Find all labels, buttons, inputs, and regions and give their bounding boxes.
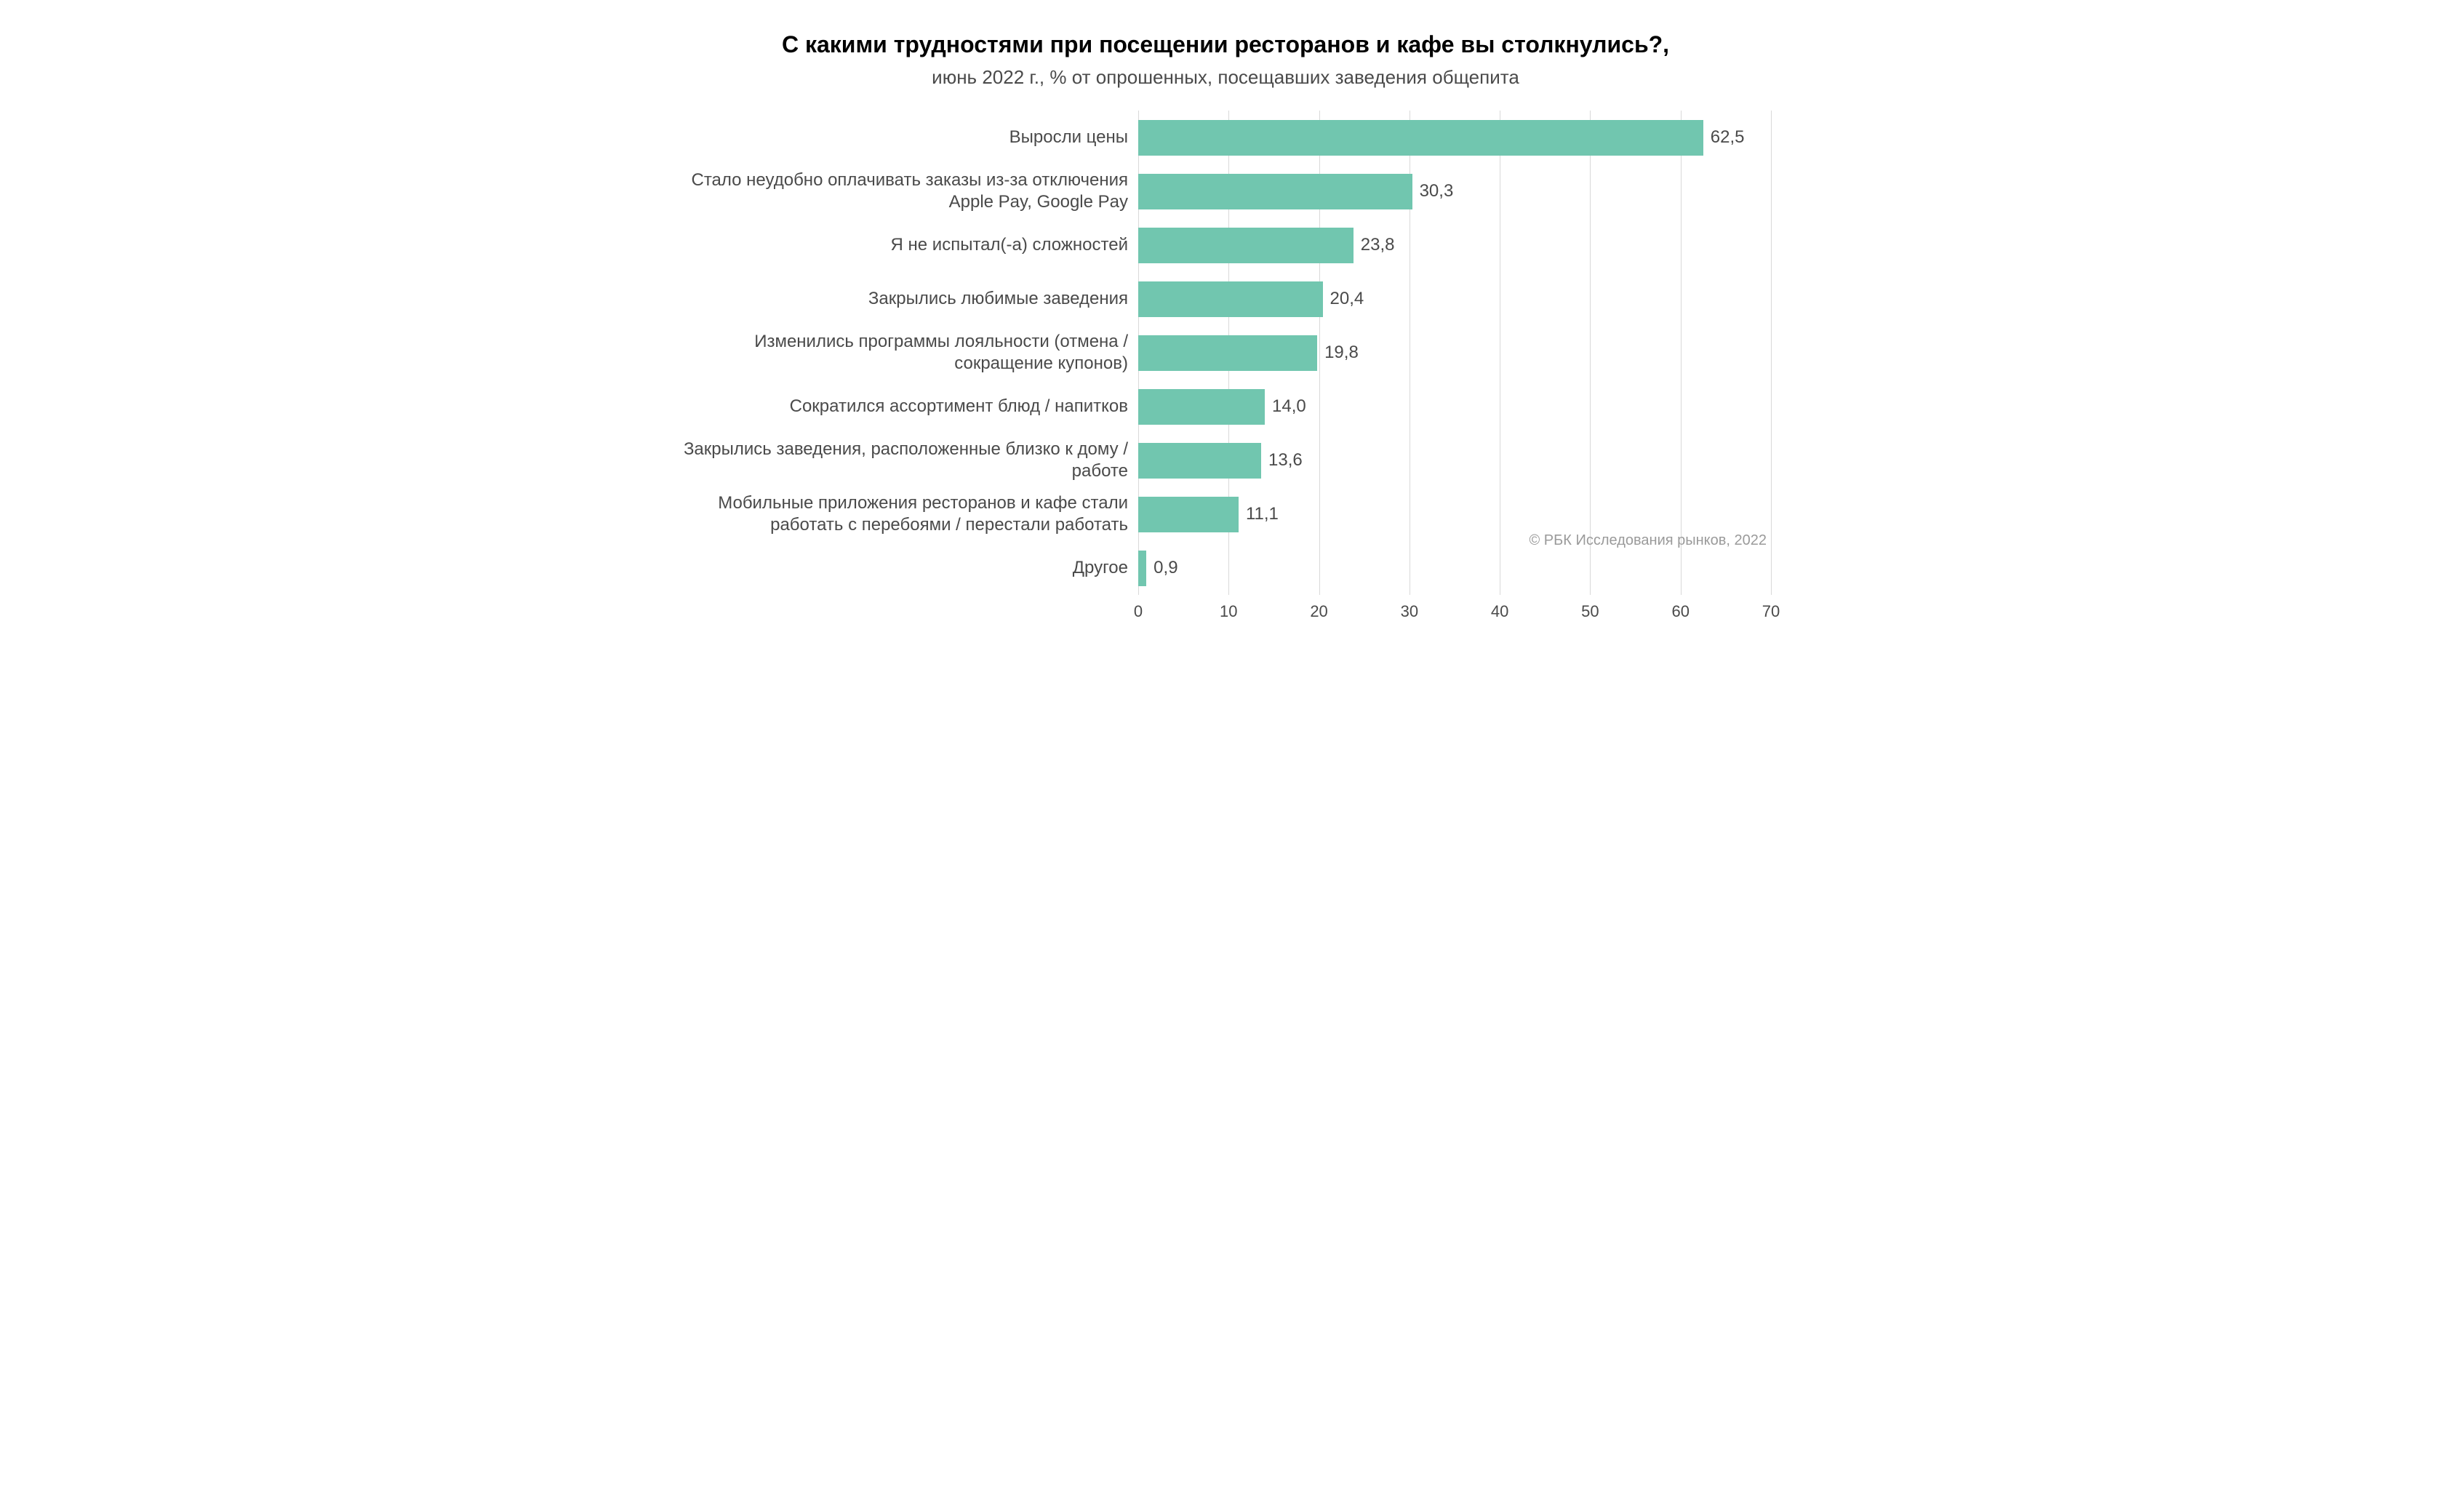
- bar: [1138, 443, 1261, 479]
- bar-wrap: 14,0: [1138, 380, 1771, 433]
- bar: [1138, 174, 1412, 209]
- bar-row: 19,8: [1138, 326, 1771, 380]
- label-row: Изменились программы лояльности (отмена …: [680, 326, 1138, 380]
- bar-row: 13,6: [1138, 433, 1771, 487]
- x-tick: 60: [1671, 602, 1689, 621]
- value-label: 19,8: [1324, 343, 1359, 363]
- bar: [1138, 551, 1146, 586]
- bar-wrap: 23,8: [1138, 218, 1771, 272]
- label-row: Другое: [680, 541, 1138, 595]
- bar: [1138, 281, 1323, 317]
- label-row: Закрылись заведения, расположенные близк…: [680, 433, 1138, 487]
- bar-row: 23,8: [1138, 218, 1771, 272]
- bar-wrap: 13,6: [1138, 433, 1771, 487]
- labels-column: Выросли цены Стало неудобно оплачивать за…: [680, 111, 1138, 595]
- chart-container: С какими трудностями при посещении ресто…: [680, 29, 1771, 620]
- category-label: Сократился ассортимент блюд / напитков: [680, 396, 1138, 417]
- x-tick: 0: [1134, 602, 1143, 621]
- bar: [1138, 497, 1239, 532]
- x-tick: 70: [1762, 602, 1780, 621]
- value-label: 30,3: [1420, 181, 1454, 201]
- category-label: Я не испытал(-а) сложностей: [680, 234, 1138, 256]
- category-label: Стало неудобно оплачивать заказы из-за о…: [680, 169, 1138, 213]
- bar-row: 14,0: [1138, 380, 1771, 433]
- x-tick: 10: [1220, 602, 1237, 621]
- bar-row: 20,4: [1138, 272, 1771, 326]
- x-tick: 20: [1310, 602, 1327, 621]
- bar-row: 62,5: [1138, 111, 1771, 164]
- label-row: Я не испытал(-а) сложностей: [680, 218, 1138, 272]
- label-row: Выросли цены: [680, 111, 1138, 164]
- chart-body: Выросли цены Стало неудобно оплачивать за…: [680, 111, 1771, 595]
- bar-wrap: 0,9: [1138, 541, 1771, 595]
- bar-row: 30,3: [1138, 164, 1771, 218]
- chart-title: С какими трудностями при посещении ресто…: [680, 29, 1771, 60]
- bar: [1138, 335, 1317, 371]
- category-label: Мобильные приложения ресторанов и кафе с…: [680, 492, 1138, 536]
- bar-wrap: 20,4: [1138, 272, 1771, 326]
- chart-subtitle: июнь 2022 г., % от опрошенных, посещавши…: [680, 66, 1771, 89]
- category-label: Закрылись любимые заведения: [680, 288, 1138, 310]
- value-label: 62,5: [1711, 127, 1745, 148]
- bar-wrap: 30,3: [1138, 164, 1771, 218]
- x-axis: 010203040506070: [1138, 598, 1771, 620]
- bar-wrap: 62,5: [1138, 111, 1771, 164]
- bar: [1138, 389, 1265, 425]
- value-label: 14,0: [1272, 396, 1306, 417]
- category-label: Закрылись заведения, расположенные близк…: [680, 439, 1138, 482]
- label-row: Закрылись любимые заведения: [680, 272, 1138, 326]
- bar: [1138, 228, 1354, 263]
- value-label: 20,4: [1330, 289, 1364, 309]
- value-label: 23,8: [1361, 235, 1395, 255]
- category-label: Выросли цены: [680, 127, 1138, 148]
- x-tick: 50: [1581, 602, 1599, 621]
- label-row: Сократился ассортимент блюд / напитков: [680, 380, 1138, 433]
- value-label: 13,6: [1268, 450, 1303, 471]
- bar-wrap: 11,1: [1138, 487, 1771, 541]
- bar: [1138, 120, 1703, 156]
- category-label: Другое: [680, 557, 1138, 579]
- label-row: Стало неудобно оплачивать заказы из-за о…: [680, 164, 1138, 218]
- x-tick: 30: [1401, 602, 1418, 621]
- category-label: Изменились программы лояльности (отмена …: [680, 331, 1138, 375]
- bars-column: 62,530,323,820,419,814,013,611,10,9© РБК…: [1138, 111, 1771, 595]
- value-label: 0,9: [1153, 558, 1177, 578]
- x-tick: 40: [1491, 602, 1508, 621]
- bar-wrap: 19,8: [1138, 326, 1771, 380]
- bar-row: 11,1: [1138, 487, 1771, 541]
- bar-row: 0,9: [1138, 541, 1771, 595]
- label-row: Мобильные приложения ресторанов и кафе с…: [680, 487, 1138, 541]
- gridline: [1771, 111, 1772, 595]
- value-label: 11,1: [1246, 504, 1279, 524]
